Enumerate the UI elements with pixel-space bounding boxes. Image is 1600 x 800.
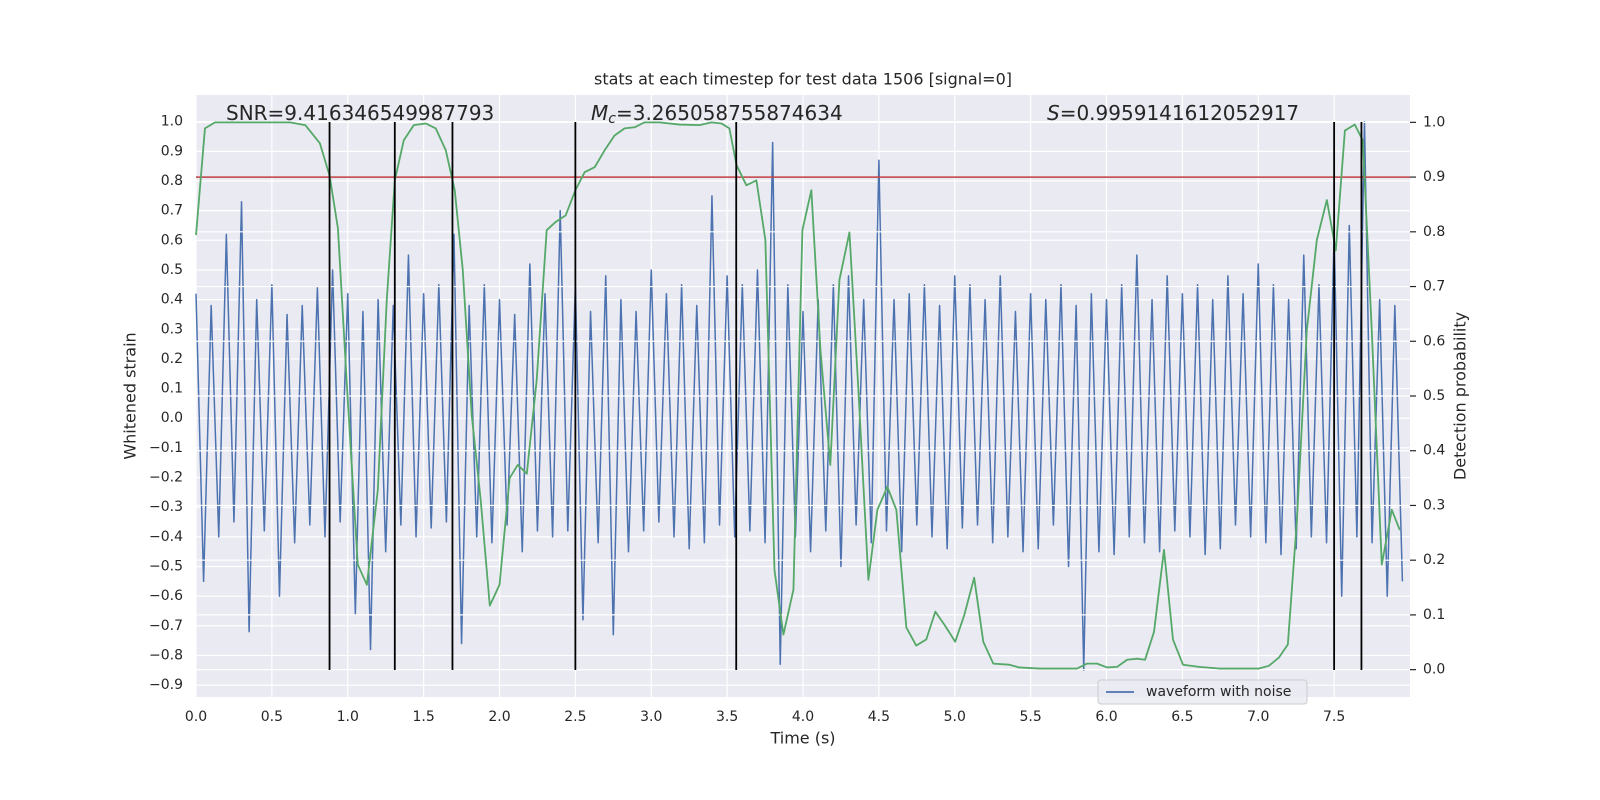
y2-tick-label: 1.0 (1423, 114, 1445, 130)
x-tick-label: 7.5 (1323, 709, 1345, 725)
y-tick-label: 0.4 (161, 292, 183, 308)
x-tick-label: 4.5 (868, 709, 890, 725)
y-tick-label: −0.4 (149, 529, 183, 545)
x-tick-label: 5.5 (1019, 709, 1041, 725)
y-tick-label: 1.0 (161, 114, 183, 130)
x-tick-label: 6.5 (1171, 709, 1193, 725)
y-tick-label: 0.9 (161, 143, 183, 159)
annotation-text: =0.9959141612052917 (1060, 101, 1299, 125)
legend: waveform with noise (1097, 679, 1308, 705)
y-tick-label: 0.3 (161, 321, 183, 337)
annotation-symbol: M (591, 101, 608, 125)
y2-tick-label: 0.0 (1423, 662, 1445, 678)
annotation: SNR=9.416346549987793 (226, 101, 494, 125)
y2-tick-label: 0.7 (1423, 279, 1445, 295)
y-tick-label: −0.9 (149, 677, 183, 693)
x-tick-label: 5.0 (944, 709, 966, 725)
y-tick-label: 0.8 (161, 173, 183, 189)
y-tick-label: 0.6 (161, 232, 183, 248)
y2-axis-label: Detection probability (1451, 312, 1470, 480)
y-tick-label: 0.0 (161, 410, 183, 426)
labels: 0.0 0.5 1.0 1.5 2.0 2.5 3.0 3.5 4.0 4.5 5.0 5.5 6.0 6… (149, 101, 1445, 726)
y2-tick-label: 0.4 (1423, 443, 1445, 459)
annotation-text: =3.265058755874634 (616, 101, 843, 125)
y2-tick-label: 0.3 (1423, 497, 1445, 513)
x-tick-label: 3.5 (716, 709, 738, 725)
y2-tick-label: 0.8 (1423, 224, 1445, 240)
x-tick-label: 1.5 (412, 709, 434, 725)
y2-tick-label: 0.2 (1423, 552, 1445, 568)
annotation: Mc=3.265058755874634 (591, 101, 843, 128)
x-tick-label: 6.0 (1095, 709, 1117, 725)
y-tick-label: −0.1 (149, 440, 183, 456)
x-tick-label: 4.0 (792, 709, 814, 725)
legend-label: waveform with noise (1146, 684, 1291, 700)
chart-title: stats at each timestep for test data 150… (594, 70, 1012, 89)
y-tick-label: −0.6 (149, 588, 183, 604)
x-tick-label: 2.0 (488, 709, 510, 725)
y2-tick-label: 0.1 (1423, 607, 1445, 623)
x-axis-label: Time (s) (769, 729, 835, 748)
legend-box (1097, 679, 1308, 705)
x-tick-label: 3.0 (640, 709, 662, 725)
x-tick-label: 7.0 (1247, 709, 1269, 725)
y-tick-label: 0.2 (161, 351, 183, 367)
y-tick-label: −0.8 (149, 647, 183, 663)
x-tick-label: 1.0 (337, 709, 359, 725)
series-line (195, 121, 1401, 670)
x-tick-label: 0.5 (261, 709, 283, 725)
y-axis-label: Whitened strain (121, 332, 140, 459)
annotation-symbol: S (1047, 101, 1060, 125)
y2-tick-label: 0.5 (1423, 388, 1445, 404)
y-tick-label: −0.5 (149, 559, 183, 575)
annotation-text: SNR=9.416346549987793 (226, 101, 494, 125)
y-tick-label: 0.7 (161, 203, 183, 219)
x-tick-label: 2.5 (564, 709, 586, 725)
y-tick-label: −0.2 (149, 470, 183, 486)
y-tick-label: −0.3 (149, 499, 183, 515)
y2-tick-label: 0.9 (1423, 169, 1445, 185)
marks (195, 120, 1410, 672)
y-tick-label: 0.5 (161, 262, 183, 278)
y-tick-label: 0.1 (161, 381, 183, 397)
annotation-subscript: c (608, 111, 616, 127)
annotation: S=0.9959141612052917 (1047, 101, 1299, 125)
x-tick-label: 0.0 (185, 709, 207, 725)
y2-tick-label: 0.6 (1423, 333, 1445, 349)
y-tick-label: −0.7 (149, 618, 183, 634)
series-line (195, 120, 1404, 672)
